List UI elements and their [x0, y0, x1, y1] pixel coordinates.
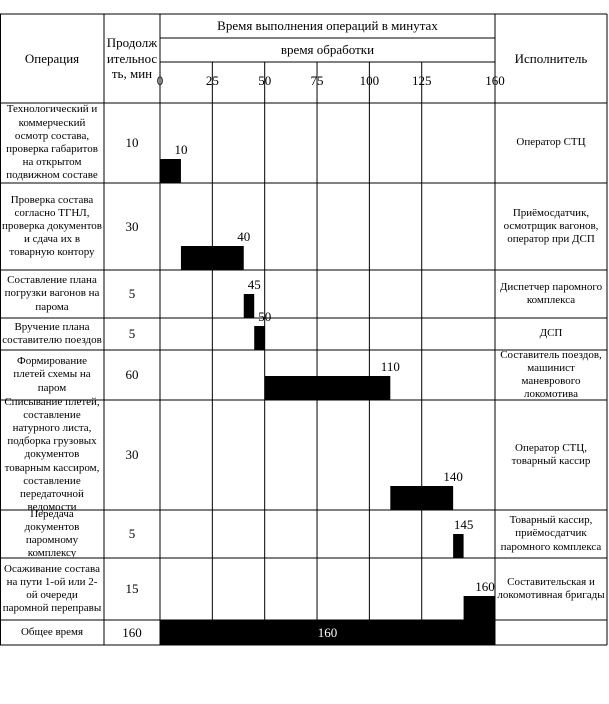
total-label: Общее время — [20, 625, 84, 638]
executor: Оператор СТЦ, товарный кассир — [511, 441, 591, 467]
x-tick-label: 50 — [258, 73, 272, 88]
duration: 10 — [125, 135, 139, 151]
executor: ДСП — [539, 327, 563, 340]
operation: Вручение плана составителю поездов — [2, 320, 102, 346]
end-label: 160 — [475, 579, 495, 594]
end-label: 110 — [380, 359, 400, 374]
total-bar-label: 160 — [317, 624, 338, 640]
duration: 30 — [125, 218, 139, 234]
executor: Приёмосдатчик, осмотрщик вагонов, операт… — [503, 206, 599, 246]
operation: Списывание плетей, составление натурного… — [4, 395, 100, 514]
executor: Оператор СТЦ — [516, 136, 586, 149]
header-time-title: Время выполнения операций в минутах — [217, 18, 438, 34]
end-label: 45 — [247, 277, 261, 292]
operation: Передача документов паромному комплексу — [24, 507, 80, 560]
operation: Технологический и коммерческий осмотр со… — [6, 103, 98, 182]
executor: Диспетчер паромного комплекса — [499, 280, 603, 306]
header-executor: Исполнитель — [514, 50, 588, 66]
duration: 30 — [125, 447, 139, 463]
operation: Формирование плетей схемы на паром — [13, 355, 91, 394]
gantt-bar — [180, 246, 244, 270]
duration: 5 — [128, 526, 136, 542]
header-duration: Продолжительность, мин — [106, 35, 158, 82]
operation: Осаживание состава на пути 1-ой или 2-ой… — [2, 562, 102, 615]
executor: Товарный кассир, приёмосдатчик паромного… — [500, 514, 602, 553]
gantt-bar — [160, 159, 181, 183]
header-processing: время обработки — [280, 42, 375, 58]
total-bar — [160, 620, 495, 645]
executor: Составитель поездов, машинист маневровог… — [500, 348, 602, 401]
gantt-bar — [463, 596, 495, 620]
operation: Проверка состава согласно ТГНЛ, проверка… — [2, 193, 102, 259]
end-label: 145 — [453, 517, 474, 532]
operation: Составление плана погрузки вагонов на па… — [4, 274, 100, 313]
end-label: 40 — [237, 229, 251, 244]
duration: 5 — [128, 286, 136, 302]
x-tick-label: 0 — [156, 73, 164, 88]
x-tick-label: 100 — [359, 73, 380, 88]
end-label: 10 — [174, 142, 188, 157]
duration: 15 — [125, 581, 139, 597]
gantt-bar — [254, 326, 265, 350]
gantt-bar — [243, 294, 255, 318]
header-operation: Операция — [24, 50, 80, 66]
x-tick-label: 75 — [310, 73, 324, 88]
total-duration: 160 — [122, 624, 142, 640]
end-label: 140 — [443, 469, 463, 484]
executor: Составительская и локомотивная бригады — [497, 575, 605, 601]
gantt-bar — [453, 534, 464, 558]
gantt-bar — [264, 376, 391, 400]
duration: 5 — [128, 326, 136, 342]
x-tick-label: 125 — [411, 73, 432, 88]
end-label: 50 — [258, 309, 272, 324]
duration: 60 — [125, 367, 139, 383]
gantt-bar — [390, 486, 454, 510]
x-tick-label: 25 — [205, 73, 219, 88]
x-tick-label: 160 — [485, 73, 505, 88]
